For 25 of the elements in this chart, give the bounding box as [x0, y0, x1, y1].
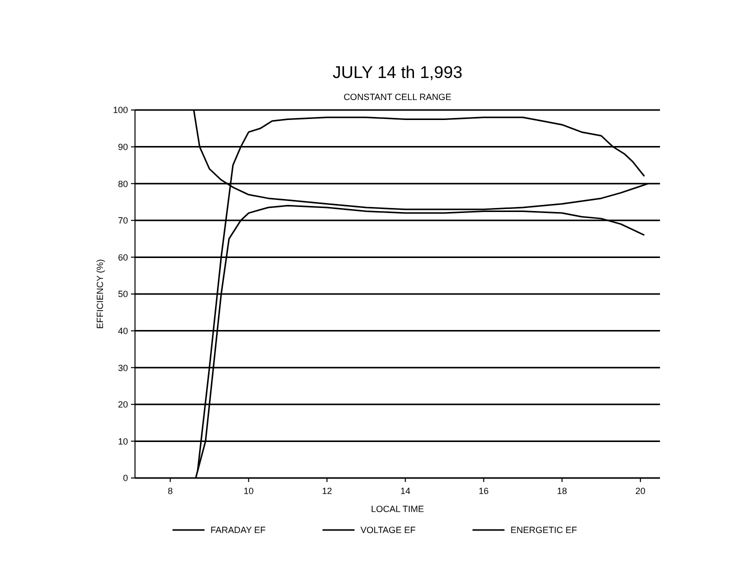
legend-label: ENERGETIC EF: [510, 525, 578, 536]
x-tick-label: 12: [322, 486, 332, 496]
legend-label: FARADAY EF: [210, 525, 266, 536]
x-tick-label: 8: [168, 486, 173, 496]
y-tick-label: 10: [118, 436, 128, 446]
x-axis-title: LOCAL TIME: [370, 504, 424, 514]
y-axis-title: EFFICIENCY (%): [95, 259, 105, 329]
y-tick-label: 50: [118, 289, 128, 300]
y-tick-label: 70: [118, 216, 128, 226]
chart-subtitle: CONSTANT CELL RANGE: [344, 92, 452, 102]
x-tick-label: 10: [244, 486, 254, 496]
x-tick-label: 18: [557, 486, 568, 496]
chart-title: JULY 14 th 1,993: [332, 63, 462, 82]
y-tick-label: 60: [118, 252, 128, 262]
y-tick-label: 0: [122, 473, 128, 484]
y-tick-label: 80: [118, 178, 128, 189]
x-tick-label: 14: [400, 486, 410, 496]
y-tick-label: 40: [118, 326, 128, 336]
legend-label: VOLTAGE EF: [360, 525, 416, 536]
x-tick-label: 16: [478, 486, 489, 496]
y-tick-label: 90: [118, 142, 128, 152]
y-tick-label: 100: [112, 105, 128, 116]
y-tick-label: 30: [118, 362, 128, 373]
y-tick-label: 20: [118, 400, 128, 410]
x-tick-label: 20: [635, 486, 646, 496]
